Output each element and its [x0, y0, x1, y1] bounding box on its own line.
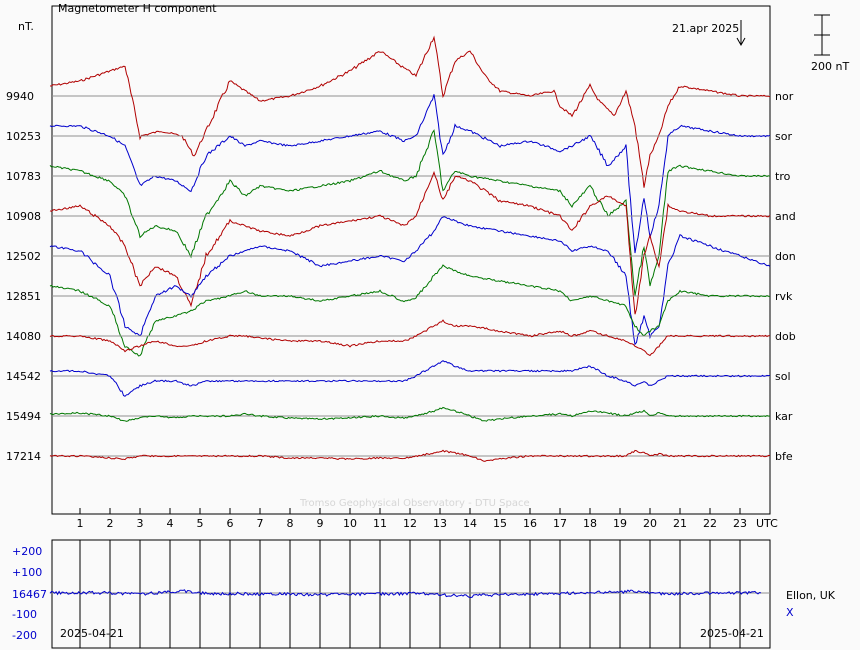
baseline-value-don: 12502 — [6, 250, 41, 263]
date-left-label: 2025-04-21 — [60, 627, 124, 640]
baseline-value-nor: 9940 — [6, 90, 34, 103]
ellon-station-label: Ellon, UK — [786, 589, 836, 602]
x-tick-label: 19 — [613, 517, 627, 530]
series-line-sol — [49, 360, 771, 397]
series-line-don — [49, 216, 771, 346]
station-label-tro: tro — [775, 170, 791, 183]
chart-title: Magnetometer H component — [58, 2, 217, 15]
baseline-value-dob: 14080 — [6, 330, 41, 343]
x-tick-label: 15 — [493, 517, 507, 530]
series-line-kar — [49, 406, 771, 422]
ellon-baseline-value: 16467 — [12, 588, 47, 601]
x-tick-label: 14 — [463, 517, 477, 530]
baseline-value-sol: 14542 — [6, 370, 41, 383]
date-label: 21.apr 2025 — [672, 22, 739, 35]
date-arrow-icon — [736, 20, 746, 47]
baseline-value-tro: 10783 — [6, 170, 41, 183]
x-tick-label: 7 — [257, 517, 264, 530]
station-label-dob: dob — [775, 330, 796, 343]
ellon-y-tick-label: +100 — [12, 566, 42, 579]
baseline-value-and: 10908 — [6, 210, 41, 223]
x-tick-label: 11 — [373, 517, 387, 530]
series-line-dob — [49, 319, 770, 357]
main-panel-frame — [51, 5, 771, 515]
ellon-series-line — [49, 589, 762, 599]
station-label-sor: sor — [775, 130, 792, 143]
ellon-y-tick-label: -200 — [12, 629, 37, 642]
x-tick-label: 3 — [137, 517, 144, 530]
baseline-value-rvk: 12851 — [6, 290, 41, 303]
x-tick-label: 18 — [583, 517, 597, 530]
utc-label: UTC — [756, 517, 778, 530]
scale-label: 200 nT — [811, 60, 849, 73]
series-line-and — [49, 170, 771, 315]
series-line-rvk — [49, 264, 771, 357]
station-label-rvk: rvk — [775, 290, 793, 303]
x-tick-label: 12 — [403, 517, 417, 530]
station-label-nor: nor — [775, 90, 794, 103]
x-tick-label: 13 — [433, 517, 447, 530]
ellon-component-label: X — [786, 606, 794, 619]
x-tick-label: 10 — [343, 517, 357, 530]
unit-label: nT. — [18, 20, 34, 33]
station-label-don: don — [775, 250, 796, 263]
ellon-y-tick-label: -100 — [12, 608, 37, 621]
baseline-value-sor: 10253 — [6, 130, 41, 143]
x-tick-label: 17 — [553, 517, 567, 530]
x-tick-label: 9 — [317, 517, 324, 530]
x-tick-label: 4 — [167, 517, 174, 530]
baseline-value-kar: 15494 — [6, 410, 41, 423]
station-label-kar: kar — [775, 410, 793, 423]
x-tick-label: 22 — [703, 517, 717, 530]
x-tick-label: 21 — [673, 517, 687, 530]
baseline-value-bfe: 17214 — [6, 450, 41, 463]
date-right-label: 2025-04-21 — [700, 627, 764, 640]
x-tick-label: 1 — [77, 517, 84, 530]
series-line-nor — [49, 35, 771, 188]
x-tick-label: 23 — [733, 517, 747, 530]
ellon-y-tick-label: +200 — [12, 545, 42, 558]
scale-bar-icon — [814, 14, 830, 56]
station-label-and: and — [775, 210, 796, 223]
x-tick-label: 8 — [287, 517, 294, 530]
station-label-sol: sol — [775, 370, 791, 383]
station-label-bfe: bfe — [775, 450, 793, 463]
x-tick-label: 6 — [227, 517, 234, 530]
watermark: Tromso Geophysical Observatory - DTU Spa… — [299, 498, 530, 509]
series-line-tro — [49, 129, 771, 296]
x-tick-label: 5 — [197, 517, 204, 530]
series-line-bfe — [49, 449, 771, 462]
x-tick-label: 2 — [107, 517, 114, 530]
x-tick-label: 16 — [523, 517, 537, 530]
x-tick-label: 20 — [643, 517, 657, 530]
